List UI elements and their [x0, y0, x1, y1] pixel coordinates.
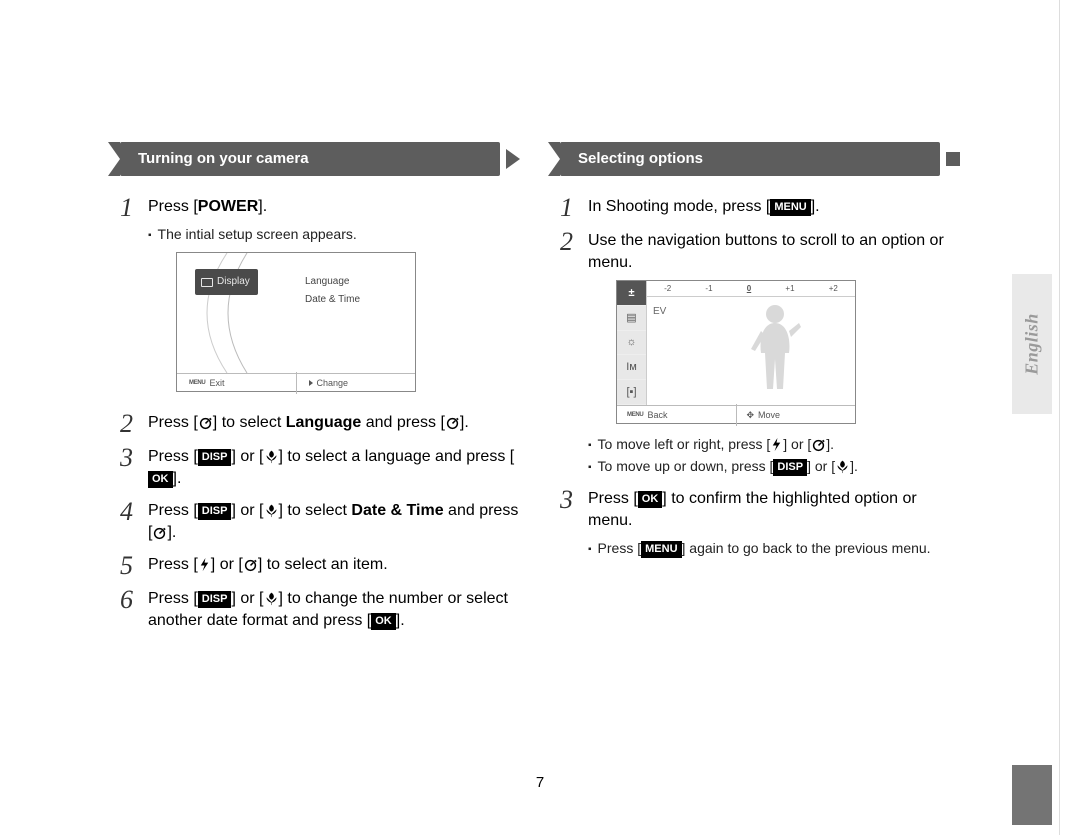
left-column: Turning on your camera 1Press [POWER].Th…: [120, 142, 520, 642]
page-number: 7: [536, 774, 544, 791]
step-number: 1: [120, 196, 148, 402]
left-step-6: 6Press [DISP] or [] to change the number…: [120, 588, 520, 632]
right-heading: Selecting options: [560, 142, 940, 176]
display-label: Display: [217, 271, 250, 293]
display-pill: Display: [195, 269, 258, 295]
left-step-5: 5Press [] or [] to select an item.: [120, 554, 520, 578]
step-text: Press [POWER].The intial setup screen ap…: [148, 196, 416, 402]
display-icon: [201, 278, 213, 287]
menu-button-label: MENU: [641, 541, 681, 558]
step-sub: To move up or down, press [DISP] or [].: [588, 456, 960, 478]
menu-button-label: MENU: [770, 199, 810, 216]
continue-arrow-icon: [506, 149, 520, 169]
right-step-1: 1In Shooting mode, press [MENU].: [560, 196, 960, 220]
left-step-1: 1Press [POWER].The intial setup screen a…: [120, 196, 520, 402]
menu-icon-0: ±: [617, 281, 646, 306]
step-text: Press [] to select Language and press []…: [148, 412, 469, 436]
step-number: 4: [120, 500, 148, 544]
setup-screen-illustration: Display Language Date & Time MENUExit Ch…: [176, 252, 416, 392]
step-number: 5: [120, 554, 148, 578]
language-tab: English: [1012, 274, 1052, 414]
right-step-2: 2Use the navigation buttons to scroll to…: [560, 230, 960, 478]
step-number: 3: [120, 446, 148, 490]
person-silhouette-icon: [745, 301, 805, 400]
left-step-3: 3Press [DISP] or [] to select a language…: [120, 446, 520, 490]
step-text: Press [OK] to confirm the highlighted op…: [588, 488, 960, 560]
flash-icon: [198, 557, 211, 572]
step-sub: To move left or right, press [] or [].: [588, 434, 960, 456]
menu-icon-3: Iм: [617, 355, 646, 380]
timer-icon: [243, 557, 258, 572]
step-text: Press [DISP] or [] to change the number …: [148, 588, 520, 632]
macro-icon: [264, 503, 279, 518]
footer-exit: MENUExit: [177, 372, 296, 394]
menu-icon-1: ▤: [617, 306, 646, 331]
options-screen-illustration: ±▤☼Iм[▪] -2-10+1+2 EV MENUBack ✥Move: [616, 280, 856, 424]
manual-page: Turning on your camera 1Press [POWER].Th…: [120, 142, 960, 642]
footer-move: ✥Move: [736, 404, 856, 426]
timer-icon: [811, 437, 826, 452]
timer-icon: [198, 415, 213, 430]
macro-icon: [835, 459, 850, 474]
step-number: 2: [120, 412, 148, 436]
page-edge: [1059, 0, 1060, 835]
step-sub: Press [MENU] again to go back to the pre…: [588, 538, 960, 560]
step-number: 2: [560, 230, 588, 478]
timer-icon: [152, 525, 167, 540]
ok-button-label: OK: [148, 471, 173, 488]
ok-button-label: OK: [371, 613, 396, 630]
left-step-4: 4Press [DISP] or [] to select Date & Tim…: [120, 500, 520, 544]
disp-button-label: DISP: [198, 449, 232, 466]
step-number: 3: [560, 488, 588, 560]
right-column: Selecting options 1In Shooting mode, pre…: [560, 142, 960, 642]
flash-icon: [770, 437, 783, 452]
disp-button-label: DISP: [773, 459, 807, 476]
language-tab-label: English: [1022, 313, 1043, 375]
right-heading-ribbon: Selecting options: [560, 142, 960, 176]
macro-icon: [264, 449, 279, 464]
step-text: Press [DISP] or [] to select Date & Time…: [148, 500, 520, 544]
step-number: 6: [120, 588, 148, 632]
right-step-3: 3Press [OK] to confirm the highlighted o…: [560, 488, 960, 560]
option-date-time: Date & Time: [305, 289, 360, 311]
ok-button-label: OK: [638, 491, 663, 508]
step-text: Press [] or [] to select an item.: [148, 554, 388, 578]
ev-scale: -2-10+1+2: [647, 281, 855, 297]
icon-column: ±▤☼Iм[▪]: [617, 281, 647, 405]
step-text: Press [DISP] or [] to select a language …: [148, 446, 520, 490]
left-heading-ribbon: Turning on your camera: [120, 142, 520, 176]
left-heading: Turning on your camera: [120, 142, 500, 176]
step-text: In Shooting mode, press [MENU].: [588, 196, 820, 220]
disp-button-label: DISP: [198, 503, 232, 520]
step-number: 1: [560, 196, 588, 220]
macro-icon: [264, 591, 279, 606]
timer-icon: [445, 415, 460, 430]
step-sub: The intial setup screen appears.: [148, 224, 416, 246]
menu-icon-4: [▪]: [617, 380, 646, 405]
disp-button-label: DISP: [198, 591, 232, 608]
section-end-icon: [946, 152, 960, 166]
left-step-2: 2Press [] to select Language and press […: [120, 412, 520, 436]
page-thumb-bar: [1012, 765, 1052, 825]
footer-change: Change: [296, 372, 416, 394]
ev-label: EV: [653, 301, 666, 323]
footer-back: MENUBack: [617, 404, 736, 426]
menu-icon-2: ☼: [617, 331, 646, 356]
step-text: Use the navigation buttons to scroll to …: [588, 230, 960, 478]
